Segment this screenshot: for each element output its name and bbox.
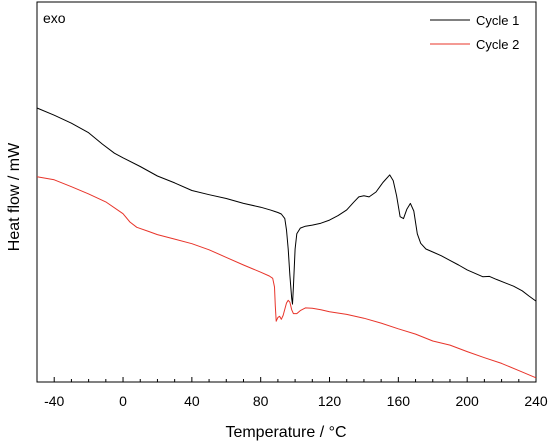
exo-annotation: exo — [43, 10, 66, 26]
x-axis-ticks: -40 0 40 80 120 160 200 240 — [36, 377, 548, 409]
x-tick-label: 200 — [455, 393, 479, 409]
x-tick-label: 120 — [318, 393, 342, 409]
series-line-cycle-1 — [36, 107, 537, 305]
legend: Cycle 1 Cycle 2 — [430, 13, 519, 52]
x-tick-label: 160 — [387, 393, 411, 409]
x-axis-title: Temperature / °C — [225, 424, 346, 441]
x-tick-label: -40 — [44, 393, 64, 409]
x-tick-label: 240 — [524, 393, 548, 409]
x-tick-label: 80 — [253, 393, 269, 409]
series-line-cycle-2 — [36, 176, 537, 379]
y-axis-title: Heat flow / mW — [6, 142, 23, 251]
legend-label-cycle-2: Cycle 2 — [476, 37, 519, 52]
x-tick-label: 40 — [184, 393, 200, 409]
series-layer — [36, 107, 537, 379]
x-tick-label: 0 — [119, 393, 127, 409]
legend-label-cycle-1: Cycle 1 — [476, 13, 519, 28]
plot-frame — [36, 1, 537, 383]
